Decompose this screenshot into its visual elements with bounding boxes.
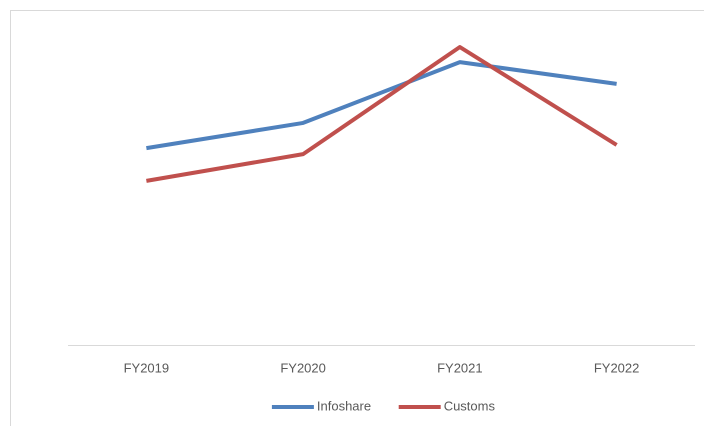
series-line xyxy=(146,60,617,151)
legend-label: Infoshare xyxy=(317,398,371,413)
x-tick-label: FY2020 xyxy=(280,360,326,375)
x-tick-label: FY2019 xyxy=(124,360,170,375)
x-tick-label: FY2021 xyxy=(437,360,483,375)
chart-frame xyxy=(10,10,704,426)
x-tick-label: FY2022 xyxy=(594,360,640,375)
legend-label: Customs xyxy=(444,398,496,413)
series-line xyxy=(146,45,618,183)
